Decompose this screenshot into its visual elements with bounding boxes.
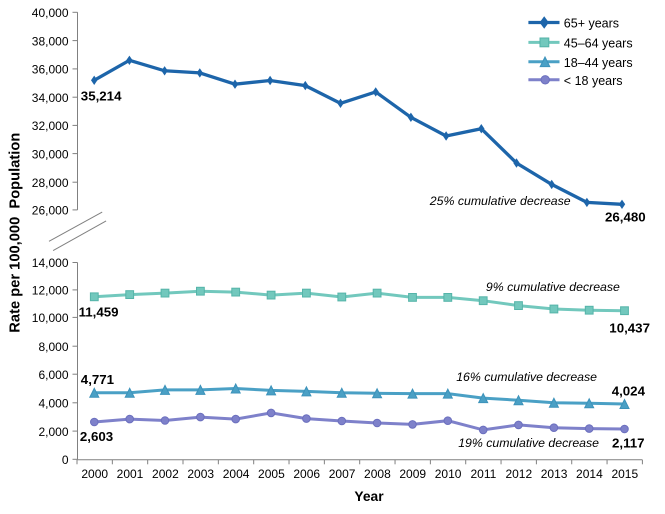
svg-text:26,480: 26,480 (605, 210, 646, 225)
svg-text:0: 0 (62, 453, 69, 467)
svg-text:2,000: 2,000 (38, 425, 68, 439)
svg-text:4,000: 4,000 (38, 397, 68, 411)
svg-text:2015: 2015 (611, 467, 638, 481)
svg-text:2010: 2010 (435, 467, 462, 481)
svg-text:10,000: 10,000 (32, 311, 69, 325)
svg-text:12,000: 12,000 (32, 284, 69, 298)
svg-text:34,000: 34,000 (32, 91, 69, 105)
svg-text:2,603: 2,603 (80, 429, 113, 444)
svg-text:25% cumulative decrease: 25% cumulative decrease (429, 194, 571, 208)
svg-text:40,000: 40,000 (32, 6, 69, 20)
svg-text:2012: 2012 (505, 467, 532, 481)
svg-text:16% cumulative decrease: 16% cumulative decrease (456, 370, 597, 384)
svg-text:2001: 2001 (117, 467, 144, 481)
svg-text:28,000: 28,000 (32, 176, 69, 190)
svg-text:4,771: 4,771 (81, 372, 115, 387)
svg-text:36,000: 36,000 (32, 63, 69, 77)
svg-text:< 18 years: < 18 years (564, 74, 623, 88)
svg-text:32,000: 32,000 (32, 119, 69, 133)
svg-text:2008: 2008 (364, 467, 391, 481)
svg-text:6,000: 6,000 (38, 368, 68, 382)
svg-text:9% cumulative decrease: 9% cumulative decrease (486, 280, 620, 294)
svg-text:35,214: 35,214 (81, 88, 122, 103)
svg-text:2006: 2006 (293, 467, 320, 481)
svg-text:30,000: 30,000 (32, 147, 69, 161)
svg-text:18–44 years: 18–44 years (564, 56, 633, 70)
svg-text:11,459: 11,459 (79, 304, 119, 319)
svg-text:2009: 2009 (399, 467, 426, 481)
svg-text:2014: 2014 (576, 467, 603, 481)
svg-text:Rate per 100,000 Population: Rate per 100,000 Population (7, 133, 23, 333)
svg-text:2007: 2007 (329, 467, 356, 481)
svg-text:2011: 2011 (470, 467, 496, 481)
svg-text:14,000: 14,000 (32, 256, 69, 270)
svg-text:45–64 years: 45–64 years (564, 37, 633, 51)
svg-text:2000: 2000 (81, 467, 108, 481)
svg-text:Year: Year (354, 489, 384, 504)
svg-text:4,024: 4,024 (612, 384, 646, 399)
svg-text:8,000: 8,000 (38, 340, 68, 354)
svg-text:2,117: 2,117 (612, 435, 645, 450)
svg-text:2004: 2004 (223, 467, 250, 481)
svg-text:26,000: 26,000 (32, 204, 69, 218)
svg-text:65+ years: 65+ years (564, 17, 619, 31)
svg-text:2005: 2005 (258, 467, 285, 481)
svg-text:10,437: 10,437 (609, 321, 650, 336)
svg-text:19% cumulative decrease: 19% cumulative decrease (458, 436, 599, 450)
svg-text:2003: 2003 (187, 467, 214, 481)
svg-text:2013: 2013 (541, 467, 568, 481)
svg-text:38,000: 38,000 (32, 34, 69, 48)
svg-text:2002: 2002 (152, 467, 179, 481)
